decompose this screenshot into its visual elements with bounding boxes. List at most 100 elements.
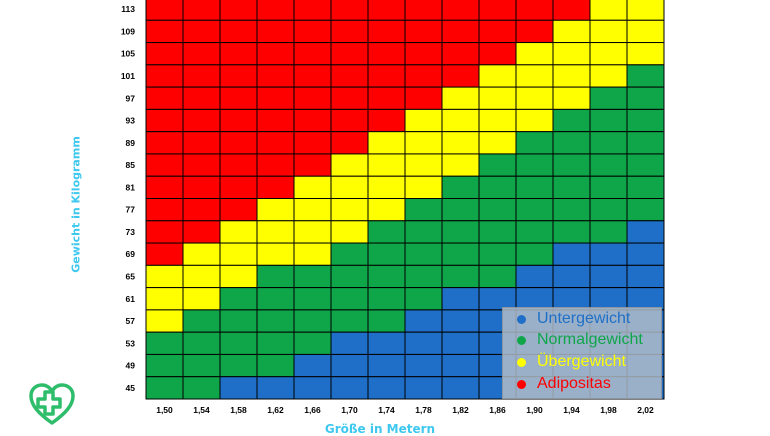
heatmap-cell xyxy=(626,64,665,88)
heatmap-cell xyxy=(404,198,443,222)
heatmap-cell xyxy=(145,19,184,44)
heatmap-cell xyxy=(367,86,406,110)
y-axis-title: Gewicht in Kilogramm xyxy=(69,136,83,273)
heatmap-cell xyxy=(256,0,295,21)
heatmap-cell xyxy=(515,153,554,177)
y-tick-label: 77 xyxy=(126,205,136,215)
heatmap-cell xyxy=(330,331,369,355)
heatmap-cell xyxy=(182,175,221,200)
heatmap-cell xyxy=(330,19,369,44)
x-tick-label: 1,98 xyxy=(600,405,617,415)
heatmap-cell xyxy=(330,86,369,110)
heatmap-cell xyxy=(256,309,295,333)
x-tick-label: 1,74 xyxy=(378,405,395,415)
heatmap-cell xyxy=(404,42,443,66)
y-tick-label: 65 xyxy=(126,271,136,281)
heatmap-cell xyxy=(441,175,480,200)
heatmap-cell xyxy=(515,264,554,289)
heatmap-cell xyxy=(404,309,443,333)
heatmap-cell xyxy=(478,220,517,244)
heatmap-cell xyxy=(367,331,406,355)
heatmap-cell xyxy=(404,353,443,378)
heatmap-cell xyxy=(367,0,406,21)
heatmap-cell xyxy=(441,309,480,333)
heatmap-cell xyxy=(552,220,591,244)
heatmap-cell xyxy=(626,42,665,66)
heatmap-cell xyxy=(293,376,332,400)
heatmap-cell xyxy=(478,19,517,44)
heatmap-cell xyxy=(404,264,443,289)
heatmap-cell xyxy=(145,331,184,355)
heatmap-cell xyxy=(182,264,221,289)
heatmap-cell xyxy=(404,0,443,21)
heatmap-cell xyxy=(219,309,258,333)
heatmap-cell xyxy=(182,331,221,355)
heatmap-cell xyxy=(552,86,591,110)
heatmap-cell xyxy=(515,175,554,200)
heatmap-cell xyxy=(589,264,628,289)
heatmap-cell xyxy=(404,175,443,200)
heatmap-cell xyxy=(478,131,517,155)
heatmap-cell xyxy=(145,264,184,289)
heatmap-cell xyxy=(293,309,332,333)
x-tick-label: 1,54 xyxy=(193,405,210,415)
heatmap-cell xyxy=(626,175,665,200)
heatmap-cell xyxy=(441,42,480,66)
heatmap-cell xyxy=(219,331,258,355)
heatmap-cell xyxy=(293,153,332,177)
heatmap-cell xyxy=(441,287,480,311)
y-tick-label: 93 xyxy=(126,116,136,126)
heatmap-cell xyxy=(145,108,184,133)
heatmap-cell xyxy=(145,153,184,177)
heatmap-cell xyxy=(145,220,184,244)
heatmap-cell xyxy=(367,353,406,378)
y-tick-label: 105 xyxy=(121,49,135,59)
heatmap-cell xyxy=(145,353,184,378)
heatmap-cell xyxy=(219,264,258,289)
heatmap-cell xyxy=(219,376,258,400)
heatmap-cell xyxy=(330,42,369,66)
y-tick-label: 81 xyxy=(126,182,136,192)
heatmap-cell xyxy=(515,131,554,155)
heatmap-cell xyxy=(441,220,480,244)
heatmap-cell xyxy=(330,264,369,289)
heatmap-cell xyxy=(145,0,184,21)
heatmap-cell xyxy=(367,376,406,400)
heatmap-cell xyxy=(293,353,332,378)
heatmap-cell xyxy=(404,331,443,355)
heatmap-cell xyxy=(552,198,591,222)
heatmap-cell xyxy=(256,19,295,44)
heatmap-cell xyxy=(441,353,480,378)
legend-dot-adipositas xyxy=(517,380,526,389)
heatmap-cell xyxy=(589,0,628,21)
heatmap-cell xyxy=(552,108,591,133)
x-tick-label: 1,86 xyxy=(489,405,506,415)
heatmap-cell xyxy=(552,19,591,44)
y-tick-label: 113 xyxy=(121,4,135,14)
heatmap-cell xyxy=(441,19,480,44)
heatmap-cell xyxy=(145,287,184,311)
y-tick-label: 53 xyxy=(126,338,136,348)
heatmap-cell xyxy=(478,42,517,66)
heatmap-cell xyxy=(404,86,443,110)
heatmap-cell xyxy=(589,175,628,200)
x-axis-title: Größe in Metern xyxy=(324,422,436,436)
heatmap-cell xyxy=(182,42,221,66)
heatmap-cell xyxy=(256,64,295,88)
legend-dot-untergewicht xyxy=(517,315,526,324)
x-tick-label: 1,94 xyxy=(563,405,580,415)
y-tick-label: 101 xyxy=(121,71,135,81)
heatmap-cell xyxy=(404,108,443,133)
heatmap-cell xyxy=(626,131,665,155)
heatmap-cell xyxy=(367,309,406,333)
legend-dot-uebergewicht xyxy=(517,358,526,367)
heatmap-cell xyxy=(219,108,258,133)
heatmap-cell xyxy=(182,86,221,110)
heatmap-cell xyxy=(515,19,554,44)
heatmap-cell xyxy=(515,198,554,222)
heatmap-cell xyxy=(330,376,369,400)
x-tick-label: 1,58 xyxy=(230,405,247,415)
heatmap-cell xyxy=(256,287,295,311)
heatmap-cell xyxy=(478,175,517,200)
